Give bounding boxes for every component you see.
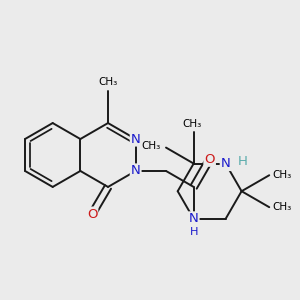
Text: H: H	[189, 227, 198, 237]
Text: CH₃: CH₃	[98, 77, 118, 87]
Text: O: O	[87, 208, 97, 220]
Text: N: N	[189, 212, 199, 225]
Text: H: H	[238, 155, 248, 168]
Text: N: N	[221, 157, 230, 170]
Text: O: O	[204, 153, 215, 166]
Text: N: N	[131, 133, 140, 146]
Text: CH₃: CH₃	[142, 141, 161, 151]
Text: N: N	[131, 164, 140, 178]
Text: CH₃: CH₃	[272, 170, 292, 180]
Text: CH₃: CH₃	[182, 118, 201, 129]
Text: CH₃: CH₃	[272, 202, 292, 212]
